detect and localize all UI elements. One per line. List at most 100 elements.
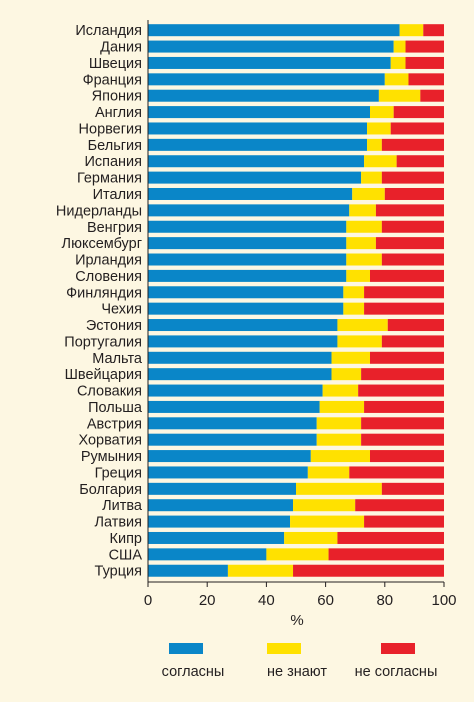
- bar-segment: [367, 138, 382, 151]
- bar-segment: [319, 400, 365, 413]
- bar-segment: [148, 73, 385, 86]
- bar-segment: [381, 482, 444, 495]
- bar-segment: [420, 89, 444, 102]
- bar-segment: [148, 499, 294, 512]
- bar-segment: [378, 89, 421, 102]
- bar-segment: [370, 450, 444, 463]
- bar-segment: [399, 24, 424, 37]
- bar-segment: [331, 351, 370, 364]
- category-label: Турция: [95, 564, 142, 580]
- bar-segment: [148, 24, 400, 37]
- bar-segment: [266, 548, 329, 561]
- bar-segment: [148, 171, 362, 184]
- category-label: США: [109, 547, 143, 563]
- bar-segment: [355, 499, 444, 512]
- bar-segment: [148, 286, 344, 299]
- bar-segment: [343, 286, 365, 299]
- bar-segment: [358, 384, 444, 397]
- bar-segment: [375, 237, 444, 250]
- bar-segment: [148, 56, 391, 69]
- bar-segment: [148, 237, 347, 250]
- bar-segment: [346, 220, 382, 233]
- bar-segment: [148, 515, 291, 528]
- category-label: Мальта: [92, 351, 143, 367]
- bar-segment: [381, 253, 444, 266]
- bar-segment: [148, 122, 368, 135]
- bar-segment: [367, 122, 391, 135]
- category-label: Эстония: [86, 318, 142, 334]
- category-label: Люксембург: [62, 236, 142, 252]
- bar-segment: [337, 335, 382, 348]
- bar-segment: [310, 450, 370, 463]
- category-label: Дания: [100, 40, 142, 56]
- bar-segment: [148, 253, 347, 266]
- bar-segment: [316, 433, 362, 446]
- bar-segment: [349, 204, 376, 217]
- category-label: Швейцария: [65, 367, 142, 383]
- bar-segment: [423, 24, 444, 37]
- category-label: Румыния: [81, 449, 142, 465]
- category-label: Англия: [95, 105, 142, 121]
- bar-segment: [148, 400, 320, 413]
- category-label: Норвегия: [79, 121, 142, 137]
- bar-segment: [384, 73, 409, 86]
- category-label: Хорватия: [78, 433, 142, 449]
- bar-segment: [346, 269, 370, 282]
- bar-segment: [148, 220, 347, 233]
- bar-segment: [370, 269, 444, 282]
- bar-segment: [370, 106, 394, 119]
- bar-segment: [405, 56, 444, 69]
- bar-segment: [364, 286, 444, 299]
- bar-segment: [364, 155, 397, 168]
- bar-segment: [148, 319, 338, 332]
- bar-segment: [393, 106, 444, 119]
- legend-swatch: [381, 643, 415, 654]
- bar-segment: [381, 138, 444, 151]
- bar-segment: [148, 106, 370, 119]
- category-label: Германия: [77, 171, 142, 187]
- legend-label: не согласны: [355, 664, 438, 680]
- bar-segment: [343, 302, 365, 315]
- bar-segment: [316, 417, 362, 430]
- legend-label: не знают: [267, 664, 327, 680]
- bar-segment: [148, 531, 285, 544]
- x-tick-label: 80: [376, 592, 393, 609]
- bar-segment: [352, 187, 385, 200]
- bar-segment: [148, 89, 379, 102]
- bar-segment: [331, 368, 362, 381]
- bar-segment: [227, 564, 294, 577]
- bar-segment: [384, 187, 444, 200]
- x-tick-label: 20: [199, 592, 216, 609]
- bar-segment: [364, 400, 444, 413]
- bar-segment: [322, 384, 359, 397]
- bar-segment: [337, 319, 388, 332]
- bar-segment: [387, 319, 444, 332]
- category-label: Португалия: [64, 334, 142, 350]
- bar-segment: [375, 204, 444, 217]
- category-label: Италия: [93, 187, 142, 203]
- bar-segment: [284, 531, 338, 544]
- category-label: Финляндия: [66, 285, 142, 301]
- category-label: Польша: [88, 400, 143, 416]
- category-label: Чехия: [101, 302, 142, 318]
- category-label: Швеция: [89, 56, 142, 72]
- category-label: Япония: [92, 89, 142, 105]
- bar-segment: [148, 302, 344, 315]
- legend-swatch: [169, 643, 203, 654]
- category-label: Венгрия: [87, 220, 142, 236]
- category-label: Нидерланды: [56, 203, 142, 219]
- bar-segment: [381, 335, 444, 348]
- bar-segment: [346, 253, 382, 266]
- x-tick-label: 60: [317, 592, 334, 609]
- bar-segment: [148, 417, 317, 430]
- bar-segment: [370, 351, 444, 364]
- category-label: Австрия: [87, 416, 142, 432]
- bar-segment: [148, 368, 332, 381]
- bar-segment: [290, 515, 365, 528]
- bar-segment: [390, 122, 444, 135]
- bar-segment: [405, 40, 444, 53]
- bar-segment: [148, 40, 394, 53]
- bar-segment: [349, 466, 444, 479]
- bar-segment: [148, 138, 368, 151]
- bar-segment: [148, 384, 323, 397]
